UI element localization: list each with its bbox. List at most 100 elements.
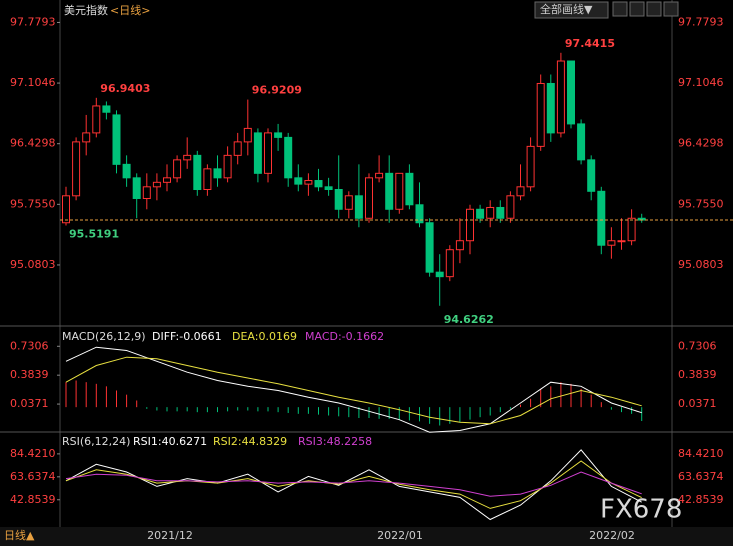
legend-entry: RSI2:44.8329	[213, 435, 287, 448]
candle-body	[203, 168, 212, 191]
y-tick-label: 95.7550	[678, 197, 724, 210]
candle-body	[476, 208, 485, 219]
tool-icon[interactable]	[646, 1, 662, 17]
candle-body	[344, 195, 353, 210]
indicator-line	[65, 471, 642, 497]
legend-entry: DIFF:-0.0661	[152, 330, 222, 343]
candle-body	[72, 141, 81, 197]
tool-icon[interactable]	[629, 1, 645, 17]
candle-body	[526, 145, 535, 188]
candle-body	[102, 105, 111, 113]
candle-body	[435, 271, 444, 278]
high-label: 97.4415	[565, 37, 615, 50]
indicator-line	[65, 460, 642, 509]
legend-entry: RSI3:48.2258	[298, 435, 372, 448]
bottom-bar	[0, 527, 733, 546]
indicator-line	[65, 356, 642, 425]
candle-body	[375, 172, 384, 179]
candle-body	[122, 163, 131, 179]
candle-body	[233, 141, 242, 156]
y-tick-label: 42.8539	[10, 493, 56, 506]
candle-body	[607, 240, 616, 246]
candle-body	[183, 154, 192, 161]
candle-body	[264, 132, 272, 174]
x-tick-label: 2022/01	[377, 529, 423, 542]
candle-body	[213, 168, 222, 179]
candle-body	[62, 195, 70, 224]
candle-body	[365, 177, 373, 219]
candle-body	[455, 240, 464, 251]
candle-body	[152, 181, 161, 188]
candle-body	[405, 172, 414, 206]
candle-body	[193, 154, 202, 191]
candle-body	[587, 159, 596, 192]
y-tick-label: 97.7793	[10, 15, 56, 28]
toolbar-text[interactable]: 全部画线▼	[540, 2, 593, 16]
candle-body	[163, 177, 171, 183]
low-label: 95.5191	[69, 228, 119, 241]
candle-body	[506, 195, 515, 219]
candle-body	[274, 132, 283, 138]
candle-body	[395, 172, 404, 210]
candle-body	[445, 249, 454, 278]
y-tick-label: 0.7306	[10, 339, 49, 352]
legend-entry: DEA:0.0169	[232, 330, 297, 343]
candle-body	[243, 127, 252, 143]
y-tick-label: 0.3839	[10, 368, 49, 381]
y-tick-label: 95.7550	[10, 197, 56, 210]
y-tick-label: 63.6374	[10, 470, 56, 483]
candle-body	[385, 172, 394, 210]
y-tick-label: 84.4210	[10, 447, 56, 460]
y-tick-label: 97.7793	[678, 15, 724, 28]
watermark: FX678	[600, 495, 682, 525]
tool-icon[interactable]	[612, 1, 628, 17]
high-label: 96.9403	[100, 82, 150, 95]
candle-body	[173, 159, 182, 179]
toolbar-button[interactable]	[534, 1, 609, 19]
candle-body	[556, 60, 565, 134]
candle-body	[486, 206, 495, 219]
indicator-line	[65, 449, 642, 521]
y-tick-label: 97.1046	[10, 76, 56, 89]
candle-body	[496, 206, 505, 219]
panel-title: MACD(26,12,9)	[62, 330, 146, 343]
y-tick-label: 96.4298	[678, 137, 724, 150]
candle-body	[142, 186, 151, 199]
y-tick-label: 84.4210	[678, 447, 724, 460]
low-label: 94.6262	[444, 313, 494, 326]
candle-body	[536, 82, 545, 147]
plot-area: 97.7793 97.7793 97.1046 97.1046 96.4298 96.42…	[10, 15, 733, 542]
candle-body	[304, 180, 313, 185]
candle-body	[284, 136, 293, 179]
candle-body	[112, 114, 121, 165]
tool-icon[interactable]	[663, 1, 679, 17]
candle-body	[294, 177, 303, 185]
candle-body	[415, 204, 424, 224]
period[interactable]: <日线>	[110, 3, 150, 17]
candle-body	[425, 222, 434, 273]
candle-body	[223, 154, 232, 179]
y-tick-label: 0.0371	[10, 397, 49, 410]
y-tick-label: 42.8539	[678, 493, 724, 506]
panel-title: RSI(6,12,24)	[62, 435, 130, 448]
candle-body	[354, 195, 363, 219]
y-tick-label: 0.7306	[678, 339, 717, 352]
y-tick-label: 95.0803	[678, 258, 724, 271]
legend-entry: MACD:-0.1662	[305, 330, 384, 343]
candle-body	[132, 177, 141, 199]
candle-body	[334, 189, 343, 210]
legend-entry: RSI1:40.6271	[133, 435, 207, 448]
bottom-period[interactable]: 日线▲	[4, 528, 35, 542]
x-tick-label: 2021/12	[147, 529, 193, 542]
candle-body	[516, 186, 525, 197]
candle-body	[324, 186, 333, 191]
candle-body	[314, 180, 323, 188]
candle-body	[546, 82, 555, 134]
indicator-line	[65, 346, 642, 433]
candle-body	[92, 105, 101, 134]
x-tick-label: 2022/02	[589, 529, 635, 542]
high-label: 96.9209	[252, 84, 302, 97]
y-tick-label: 97.1046	[678, 76, 724, 89]
